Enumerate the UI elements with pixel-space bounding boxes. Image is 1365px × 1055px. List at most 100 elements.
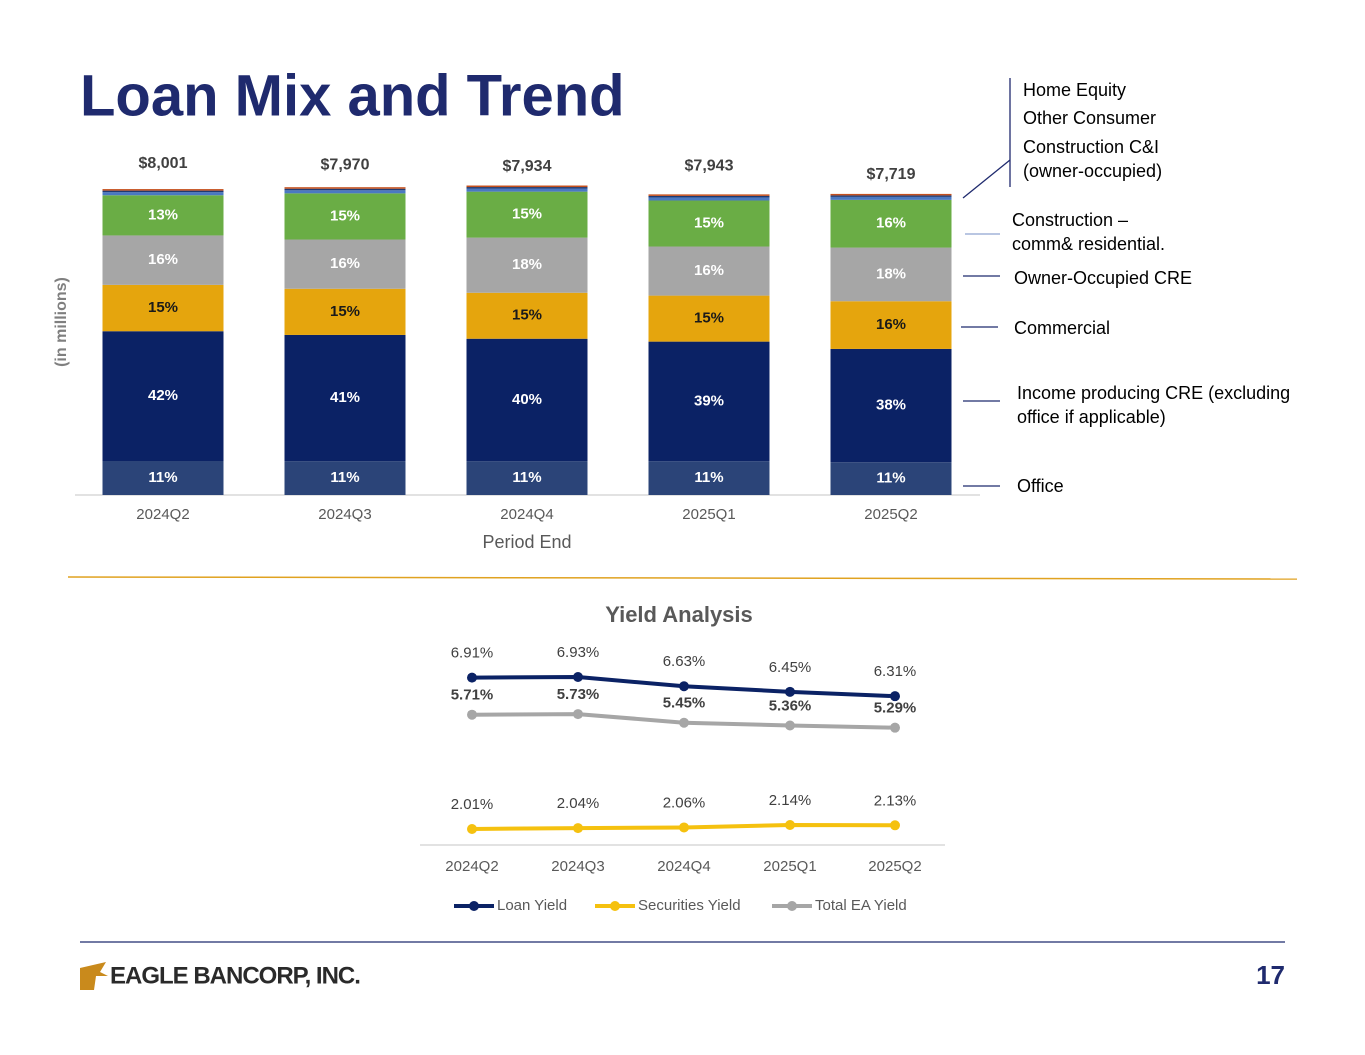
x-tick-label: 2024Q4	[657, 858, 710, 875]
value-label: 5.29%	[874, 700, 917, 717]
series-point	[467, 709, 477, 720]
segment-label: 41%	[330, 389, 360, 406]
legend-entry: Income producing CRE (excluding office i…	[1017, 383, 1291, 427]
value-label: 2.01%	[451, 796, 494, 813]
connector	[962, 159, 1011, 199]
legend-entry: Construction C&I (owner-occupied)	[1023, 137, 1163, 181]
bar-segment	[466, 187, 588, 189]
bar-segment	[102, 284, 224, 332]
legend-entry: Office	[1017, 476, 1064, 496]
bar-segment	[284, 288, 406, 335]
bar-segment	[284, 190, 406, 194]
segment-label: 15%	[512, 307, 542, 324]
segment-label: 15%	[694, 214, 724, 231]
bar-segment	[102, 192, 224, 196]
segment-label: 38%	[876, 397, 906, 414]
x-tick-label: 2024Q2	[445, 858, 498, 875]
bar-segment	[102, 189, 224, 191]
x-tick-label: 2025Q2	[868, 858, 921, 875]
legend-entry: Construction – comm& residential.	[1012, 210, 1166, 254]
segment-label: 16%	[148, 251, 178, 268]
value-label: 6.91%	[451, 645, 494, 662]
series-point	[785, 720, 795, 731]
bar-segment	[830, 199, 952, 248]
segment-label: 11%	[512, 469, 541, 486]
segment-label: 11%	[330, 469, 359, 486]
bar-segment	[102, 235, 224, 285]
x-tick-label: 2024Q3	[551, 858, 604, 875]
segment-label: 40%	[512, 391, 542, 408]
series-point	[679, 822, 689, 833]
x-tick-label: 2024Q4	[500, 506, 553, 523]
series-point	[785, 819, 795, 830]
legend-label: Total EA Yield	[815, 897, 907, 914]
legend-marker	[610, 901, 620, 911]
bar-segment	[648, 246, 770, 296]
logo-text: EAGLE BANCORP, INC.	[110, 962, 360, 989]
bar-segment	[466, 188, 588, 192]
bar-segment	[284, 239, 406, 289]
x-tick-label: 2024Q2	[136, 506, 189, 523]
bar-segment	[466, 461, 588, 495]
series-point	[573, 823, 583, 834]
series-point	[467, 672, 477, 683]
legend-connectors	[961, 78, 1011, 487]
legend-marker	[787, 901, 797, 911]
bar-segment	[466, 237, 588, 293]
series-point	[785, 686, 795, 697]
segment-label: 11%	[876, 470, 905, 487]
bar-segment	[648, 341, 770, 462]
value-label: 5.73%	[557, 686, 600, 703]
segment-label: 16%	[876, 316, 906, 333]
bar-segment	[830, 195, 952, 197]
segment-label: 16%	[694, 262, 724, 279]
segment-label: 18%	[876, 265, 906, 282]
bar-segment	[648, 195, 770, 198]
bar-segment	[284, 193, 406, 240]
page-number: 17	[1256, 960, 1285, 990]
bar-segment	[102, 190, 224, 193]
segment-label: 18%	[512, 256, 542, 273]
segment-label: 15%	[512, 206, 542, 223]
bar-segment	[466, 338, 588, 462]
value-label: 5.36%	[769, 697, 812, 714]
bar-segment	[830, 301, 952, 349]
bar-segment	[102, 331, 224, 462]
legend-entry: Home Equity	[1023, 80, 1127, 100]
bar-segment	[830, 196, 952, 200]
separator	[67, 576, 1298, 580]
bar-segment	[830, 247, 952, 302]
logo-mark	[80, 962, 108, 990]
segment-label: 15%	[694, 310, 724, 327]
bar-segment	[102, 195, 224, 236]
total-label: $7,943	[685, 157, 734, 174]
value-label: 2.04%	[557, 795, 600, 812]
segment-label: 11%	[148, 469, 177, 486]
segment-label: 15%	[148, 299, 178, 316]
value-label: 5.45%	[663, 695, 706, 712]
x-tick-label: 2025Q2	[864, 506, 917, 523]
bar-segment	[284, 334, 406, 462]
segment-label: 39%	[694, 392, 724, 409]
slide-title: Loan Mix and Trend	[80, 63, 625, 128]
legend-label: Securities Yield	[638, 897, 741, 914]
bar-segment	[466, 185, 588, 188]
value-label: 5.71%	[451, 687, 494, 704]
series-point	[467, 824, 477, 834]
total-label: $8,001	[139, 155, 188, 172]
bar-segment	[284, 187, 406, 189]
total-label: $7,719	[867, 166, 916, 183]
bar-segment	[648, 194, 770, 196]
segment-label: 16%	[330, 255, 360, 272]
value-label: 6.31%	[874, 663, 917, 680]
legend-label: Loan Yield	[497, 897, 567, 914]
bar-segment	[648, 461, 770, 495]
segment-label: 15%	[330, 303, 360, 320]
total-label: $7,934	[503, 158, 552, 175]
bar-segment	[284, 461, 406, 495]
line-chart-title: Yield Analysis	[605, 602, 753, 627]
value-label: 2.14%	[769, 792, 812, 809]
x-axis-label: Period End	[482, 532, 571, 552]
bar-segment	[648, 197, 770, 201]
